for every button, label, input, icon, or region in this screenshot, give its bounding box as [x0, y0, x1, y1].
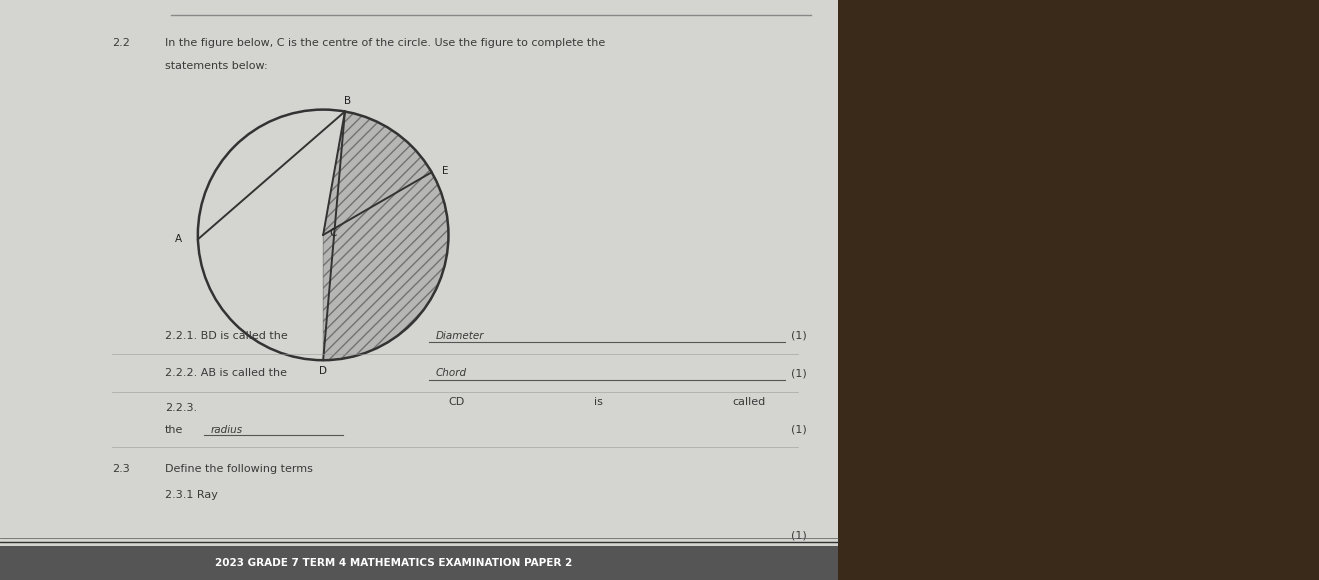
Text: statements below:: statements below: — [165, 61, 268, 71]
Text: A: A — [175, 234, 182, 244]
Text: the: the — [165, 425, 183, 434]
Text: radius: radius — [211, 425, 243, 434]
Text: E: E — [442, 165, 448, 176]
Text: 2.3: 2.3 — [112, 464, 129, 474]
Text: called: called — [732, 397, 765, 407]
Text: CD: CD — [448, 397, 464, 407]
Text: In the figure below, C is the centre of the circle. Use the figure to complete t: In the figure below, C is the centre of … — [165, 38, 605, 48]
Text: Diameter: Diameter — [435, 331, 484, 340]
Text: D: D — [319, 366, 327, 376]
Bar — [0, 546, 838, 580]
Text: 2.3.1 Ray: 2.3.1 Ray — [165, 490, 218, 500]
Text: (1): (1) — [791, 368, 807, 378]
Text: Define the following terms: Define the following terms — [165, 464, 313, 474]
Text: 2.2.3.: 2.2.3. — [165, 403, 197, 413]
Text: 2.2: 2.2 — [112, 38, 131, 48]
Text: 2.2.2. AB is called the: 2.2.2. AB is called the — [165, 368, 286, 378]
Text: (1): (1) — [791, 331, 807, 340]
Text: (1): (1) — [791, 531, 807, 541]
Text: B: B — [344, 96, 351, 106]
Bar — [0, 0, 838, 580]
Text: (1): (1) — [791, 425, 807, 434]
Text: 2023 GRADE 7 TERM 4 MATHEMATICS EXAMINATION PAPER 2: 2023 GRADE 7 TERM 4 MATHEMATICS EXAMINAT… — [215, 558, 572, 568]
Polygon shape — [323, 111, 448, 360]
Text: C: C — [330, 228, 338, 238]
Text: 2.2.1. BD is called the: 2.2.1. BD is called the — [165, 331, 288, 340]
Text: is: is — [594, 397, 603, 407]
Text: Chord: Chord — [435, 368, 467, 378]
